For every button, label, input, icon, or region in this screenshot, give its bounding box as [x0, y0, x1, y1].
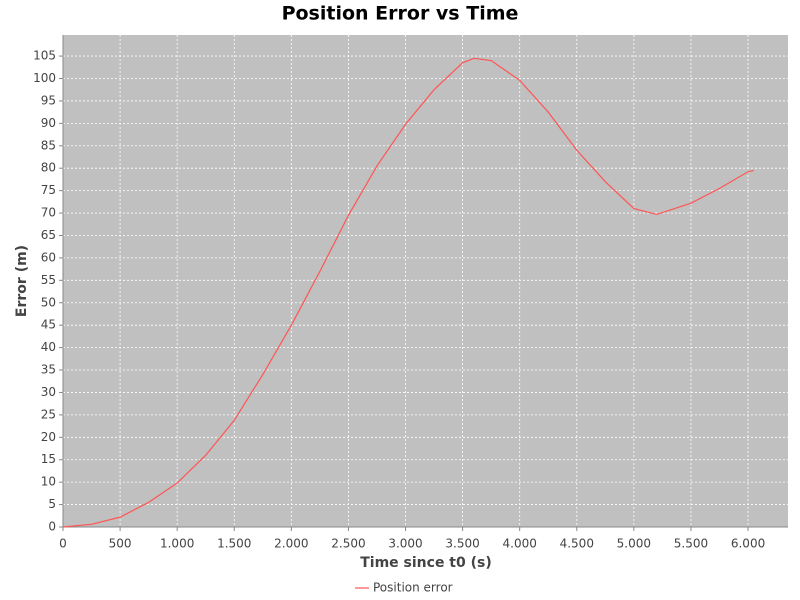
x-tick-label: 4.000: [503, 537, 537, 551]
y-tick-label: 65: [41, 228, 56, 242]
y-tick-label: 35: [41, 363, 56, 377]
y-tick-label: 25: [41, 407, 56, 421]
y-tick-label: 90: [41, 116, 56, 130]
y-tick-label: 20: [41, 430, 56, 444]
y-tick-label: 55: [41, 273, 56, 287]
x-tick-label: 4.500: [560, 537, 594, 551]
y-tick-label: 80: [41, 161, 56, 175]
y-tick-label: 75: [41, 183, 56, 197]
x-axis-label: Time since t0 (s): [360, 555, 492, 571]
x-tick-label: 1.000: [160, 537, 194, 551]
y-tick-label: 85: [41, 138, 56, 152]
x-tick-label: 6.000: [731, 537, 765, 551]
y-tick-label: 5: [48, 497, 56, 511]
y-tick-label: 45: [41, 318, 56, 332]
y-tick-label: 50: [41, 295, 56, 309]
legend-label: Position error: [373, 581, 453, 595]
data-line: [62, 57, 754, 528]
x-tick-label: 1.500: [217, 537, 251, 551]
y-tick-label: 100: [33, 71, 56, 85]
plot-area: [63, 35, 788, 527]
y-tick-label: 105: [33, 49, 56, 63]
chart-title: Position Error vs Time: [282, 3, 519, 25]
x-tick-label: 3.500: [445, 537, 479, 551]
y-tick-label: 95: [41, 93, 56, 107]
x-tick-label: 2.000: [274, 537, 308, 551]
y-tick-label: 70: [41, 206, 56, 220]
y-tick-label: 30: [41, 385, 56, 399]
x-tick-label: 3.000: [388, 537, 422, 551]
x-tick-label: 0: [59, 537, 67, 551]
y-tick-label: 40: [41, 340, 56, 354]
y-axis-label: Error (m): [14, 245, 30, 317]
x-tick-label: 2.500: [331, 537, 365, 551]
y-tick-label: 60: [41, 250, 56, 264]
y-tick-label: 0: [48, 520, 56, 534]
x-tick-label: 5.000: [617, 537, 651, 551]
y-tick-label: 15: [41, 452, 56, 466]
y-tick-label: 10: [41, 475, 56, 489]
x-tick-label: 5.500: [674, 537, 708, 551]
x-tick-label: 500: [109, 537, 132, 551]
